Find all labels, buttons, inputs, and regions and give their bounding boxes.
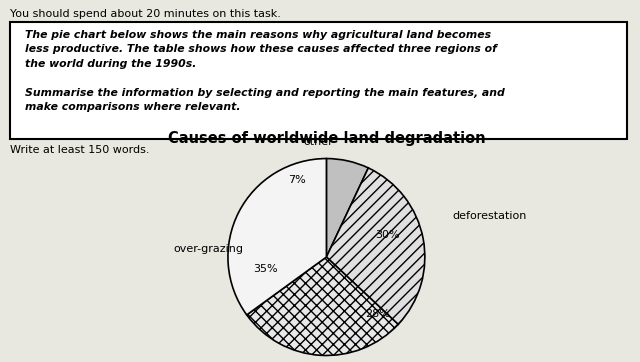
Text: 35%: 35%: [253, 264, 278, 274]
Text: Write at least 150 words.: Write at least 150 words.: [10, 145, 149, 155]
Text: You should spend about 20 minutes on this task.: You should spend about 20 minutes on thi…: [10, 9, 280, 19]
Text: Causes of worldwide land degradation: Causes of worldwide land degradation: [168, 131, 485, 146]
Text: 28%: 28%: [365, 309, 390, 319]
Wedge shape: [326, 168, 425, 324]
Wedge shape: [247, 257, 398, 355]
Text: over-grazing: over-grazing: [174, 244, 244, 254]
Text: deforestation: deforestation: [452, 211, 527, 221]
Text: other: other: [303, 137, 333, 147]
Text: 7%: 7%: [288, 175, 306, 185]
Text: The pie chart below shows the main reasons why agricultural land becomes
less pr: The pie chart below shows the main reaso…: [25, 30, 505, 112]
Wedge shape: [326, 159, 369, 257]
Wedge shape: [228, 159, 326, 315]
Text: 30%: 30%: [375, 230, 400, 240]
